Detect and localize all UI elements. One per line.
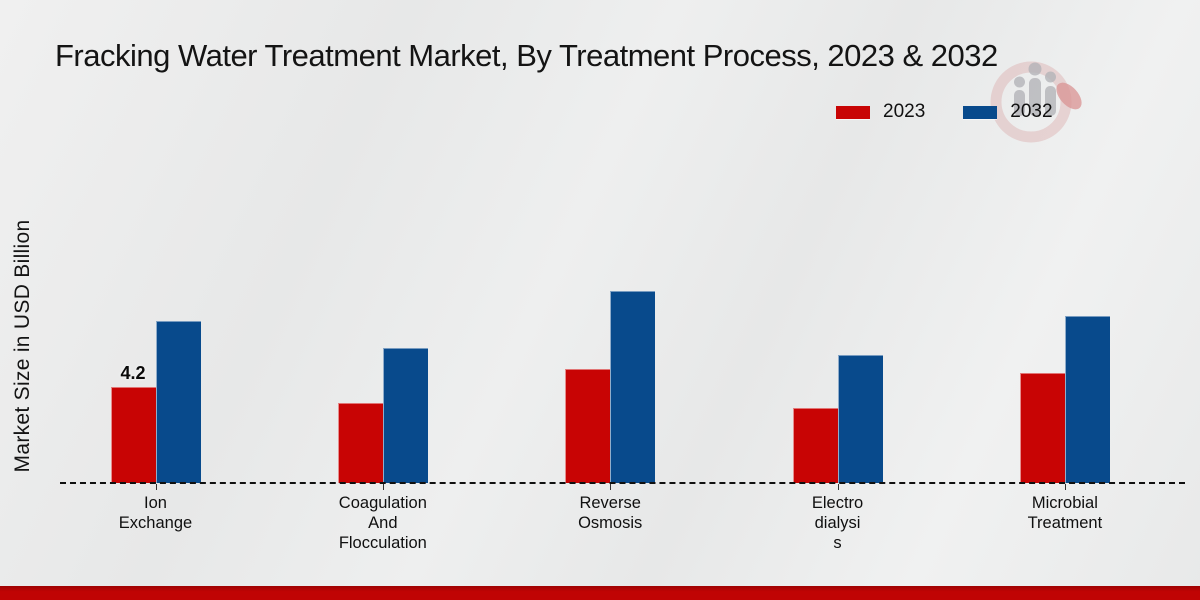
watermark-logo bbox=[990, 61, 1082, 143]
people-bars-icon bbox=[1014, 62, 1056, 116]
bar-2023-electro-dialysis bbox=[792, 408, 838, 483]
value-label: 4.2 bbox=[120, 363, 146, 383]
bar-2032-coagulation-and-flocculation bbox=[382, 348, 428, 483]
category-label-reverse-osmosis: Reverse Osmosis bbox=[578, 494, 643, 533]
category-label-ion-exchange: Ion Exchange bbox=[118, 494, 193, 533]
bar-2032-microbial-treatment bbox=[1064, 316, 1110, 483]
bar-2023-coagulation-and-flocculation bbox=[337, 403, 383, 483]
legend-label-2023: 2023 bbox=[883, 101, 926, 122]
bar-2032-electro-dialysis bbox=[837, 355, 883, 483]
legend-swatch-2032 bbox=[963, 105, 998, 119]
bar-2023-reverse-osmosis bbox=[565, 369, 611, 483]
bar-2023-microbial-treatment bbox=[1019, 373, 1065, 483]
magnifier-ring-icon bbox=[990, 61, 1082, 143]
bar-2023-ion-exchange bbox=[110, 387, 156, 483]
bar-2032-ion-exchange bbox=[155, 321, 201, 483]
bar-2032-reverse-osmosis bbox=[610, 291, 656, 483]
category-label-microbial-treatment: Microbial Treatment bbox=[1027, 494, 1103, 533]
magnifier-handle-icon bbox=[1056, 82, 1082, 110]
footer-accent-bar bbox=[0, 586, 1200, 600]
category-label-coagulation-and-flocculation: Coagulation And Flocculation bbox=[338, 494, 427, 553]
legend-item-2023: 2023 bbox=[836, 101, 925, 123]
axis-tick bbox=[1064, 484, 1066, 490]
legend-swatch-2023 bbox=[836, 105, 870, 119]
y-axis-label: Market Size in USD Billion bbox=[11, 219, 34, 473]
legend: 2023 2032 bbox=[836, 101, 1077, 123]
category-label-electro-dialysis: Electro dialysi s bbox=[811, 494, 864, 553]
legend-item-2032: 2032 bbox=[963, 101, 1053, 123]
axis-tick bbox=[382, 484, 384, 490]
x-axis-baseline bbox=[60, 482, 1185, 484]
axis-tick bbox=[837, 484, 839, 490]
axis-tick bbox=[155, 484, 157, 490]
axis-tick bbox=[610, 484, 612, 490]
chart-title: Fracking Water Treatment Market, By Trea… bbox=[55, 38, 998, 73]
legend-label-2032: 2032 bbox=[1010, 101, 1053, 122]
